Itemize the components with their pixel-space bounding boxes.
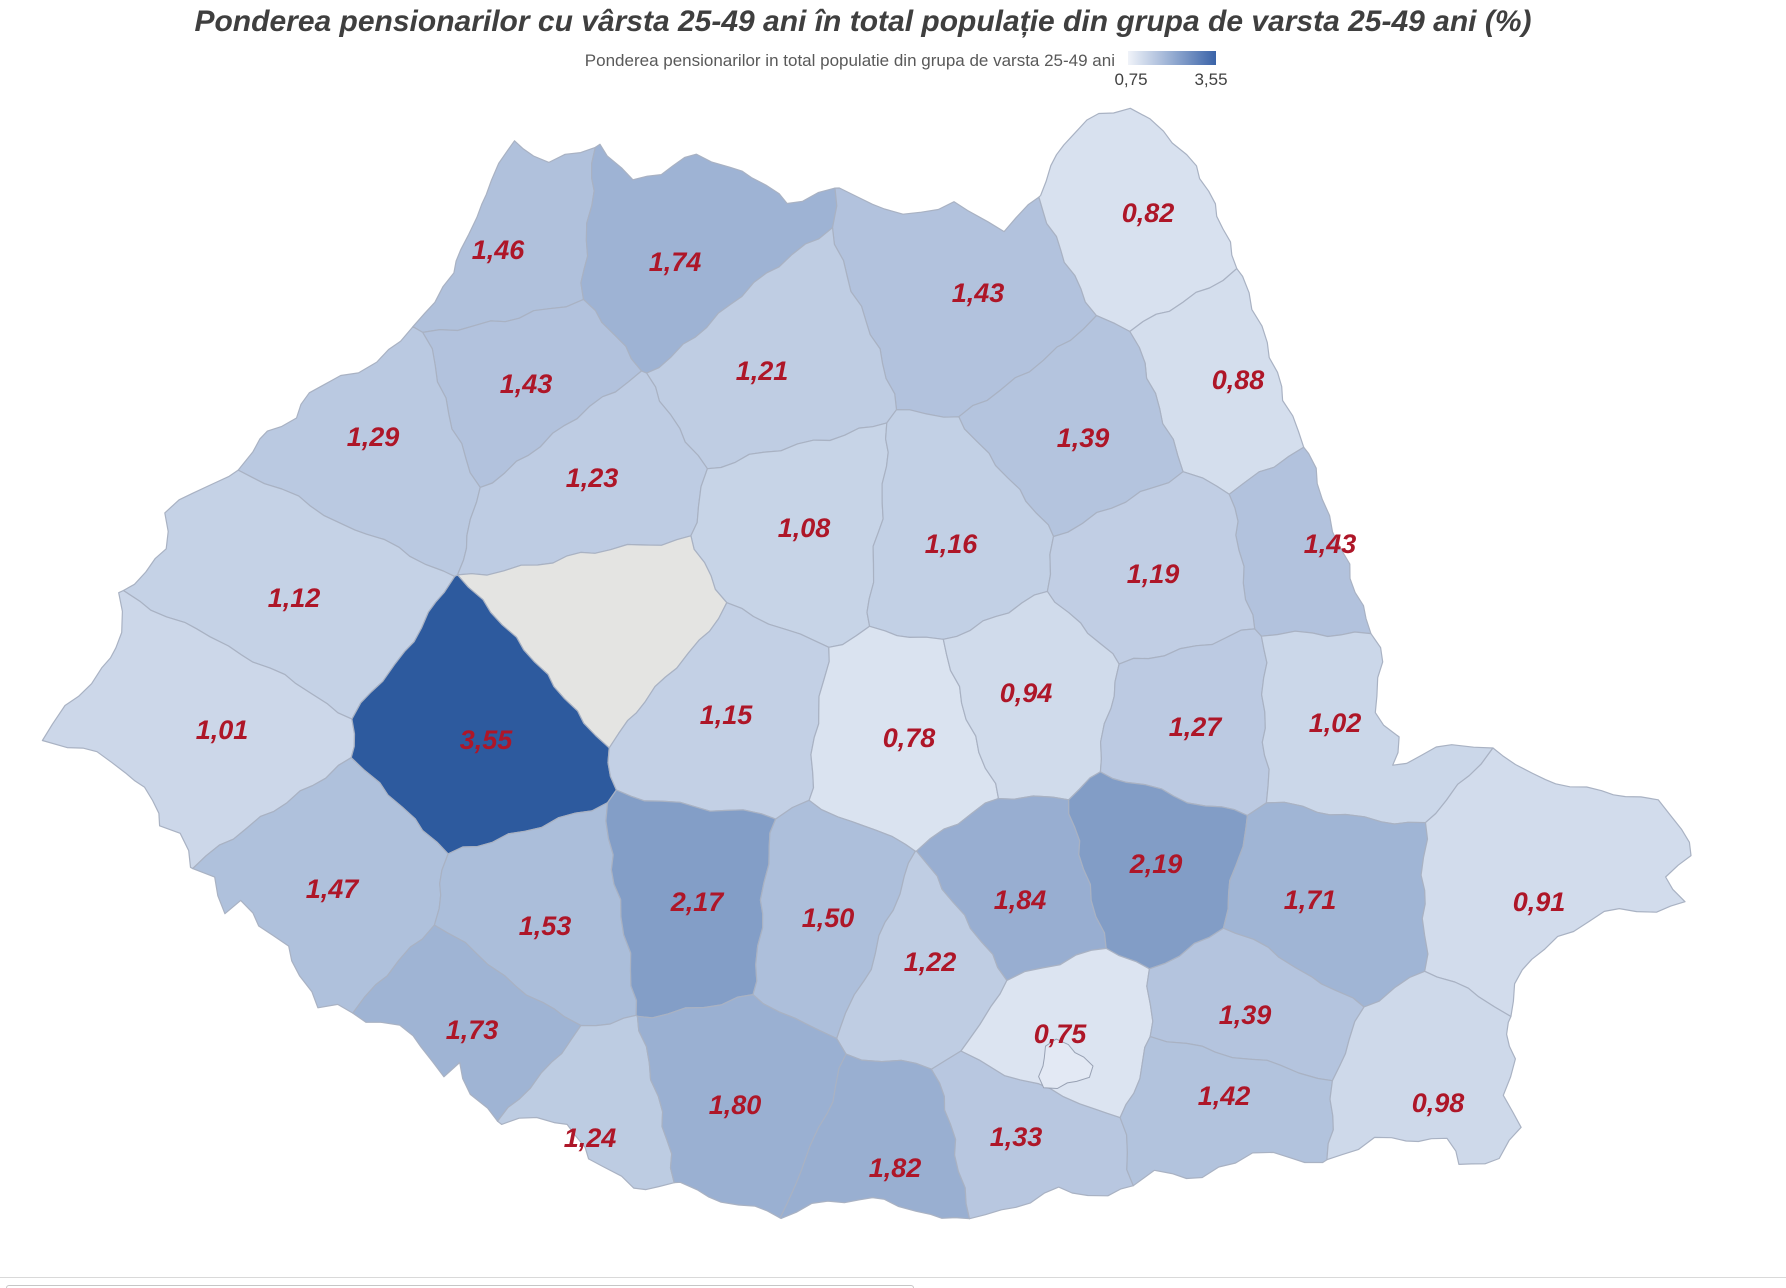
bottom-panel-edge [0, 1277, 1786, 1288]
county-satu-mare[interactable] [412, 140, 596, 333]
bottom-slicer-edge[interactable] [6, 1285, 914, 1288]
county-constanta[interactable] [1326, 970, 1522, 1165]
page-title: Ponderea pensionarilor cu vârsta 25-49 a… [194, 5, 1532, 38]
county-tulcea[interactable] [1420, 747, 1692, 1018]
county-calarasi[interactable] [1119, 1036, 1334, 1187]
legend-max-value: 3,55 [1194, 70, 1228, 89]
enclave-bucuresti-outline [1038, 1038, 1094, 1090]
county-valcea[interactable] [605, 789, 777, 1019]
county-botosani[interactable] [1038, 107, 1238, 333]
legend-gradient-bar [1128, 51, 1216, 65]
legend-label: Ponderea pensionarilor in total populati… [584, 51, 1115, 70]
legend-min-value: 0,75 [1114, 70, 1148, 89]
